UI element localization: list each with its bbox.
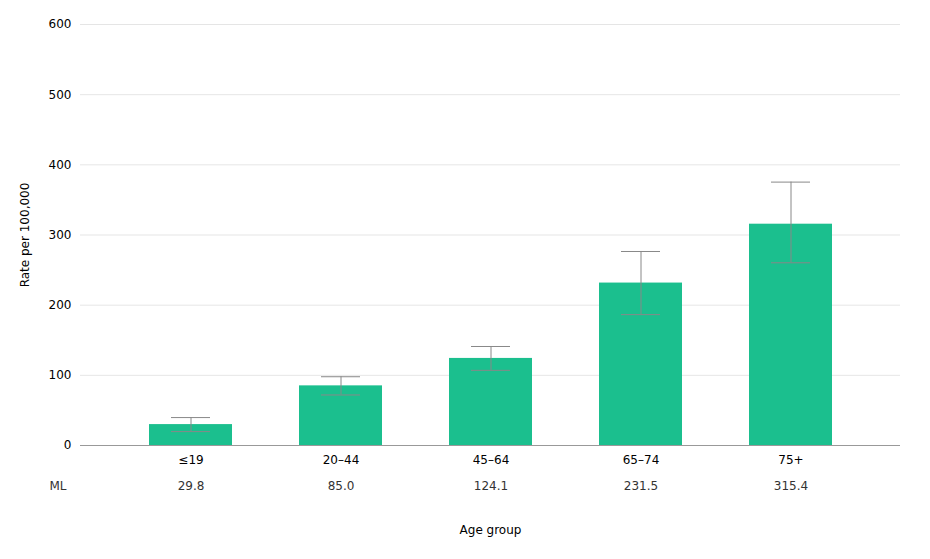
svg-text:29.8: 29.8 xyxy=(178,479,205,493)
svg-text:65–74: 65–74 xyxy=(623,453,660,467)
svg-text:45–64: 45–64 xyxy=(473,453,510,467)
svg-text:300: 300 xyxy=(49,228,72,242)
svg-text:0: 0 xyxy=(64,438,72,452)
svg-text:20–44: 20–44 xyxy=(323,453,360,467)
svg-text:100: 100 xyxy=(49,368,72,382)
svg-text:124.1: 124.1 xyxy=(474,479,508,493)
svg-text:ML: ML xyxy=(49,479,66,493)
svg-text:200: 200 xyxy=(49,298,72,312)
svg-text:600: 600 xyxy=(49,17,72,31)
svg-text:315.4: 315.4 xyxy=(774,479,808,493)
svg-text:Rate per 100,000: Rate per 100,000 xyxy=(18,183,32,288)
svg-text:400: 400 xyxy=(49,158,72,172)
svg-text:75+: 75+ xyxy=(778,453,803,467)
svg-text:500: 500 xyxy=(49,88,72,102)
svg-text:≤19: ≤19 xyxy=(178,453,203,467)
svg-text:231.5: 231.5 xyxy=(624,479,658,493)
svg-text:Age group: Age group xyxy=(460,523,522,537)
svg-text:85.0: 85.0 xyxy=(328,479,355,493)
